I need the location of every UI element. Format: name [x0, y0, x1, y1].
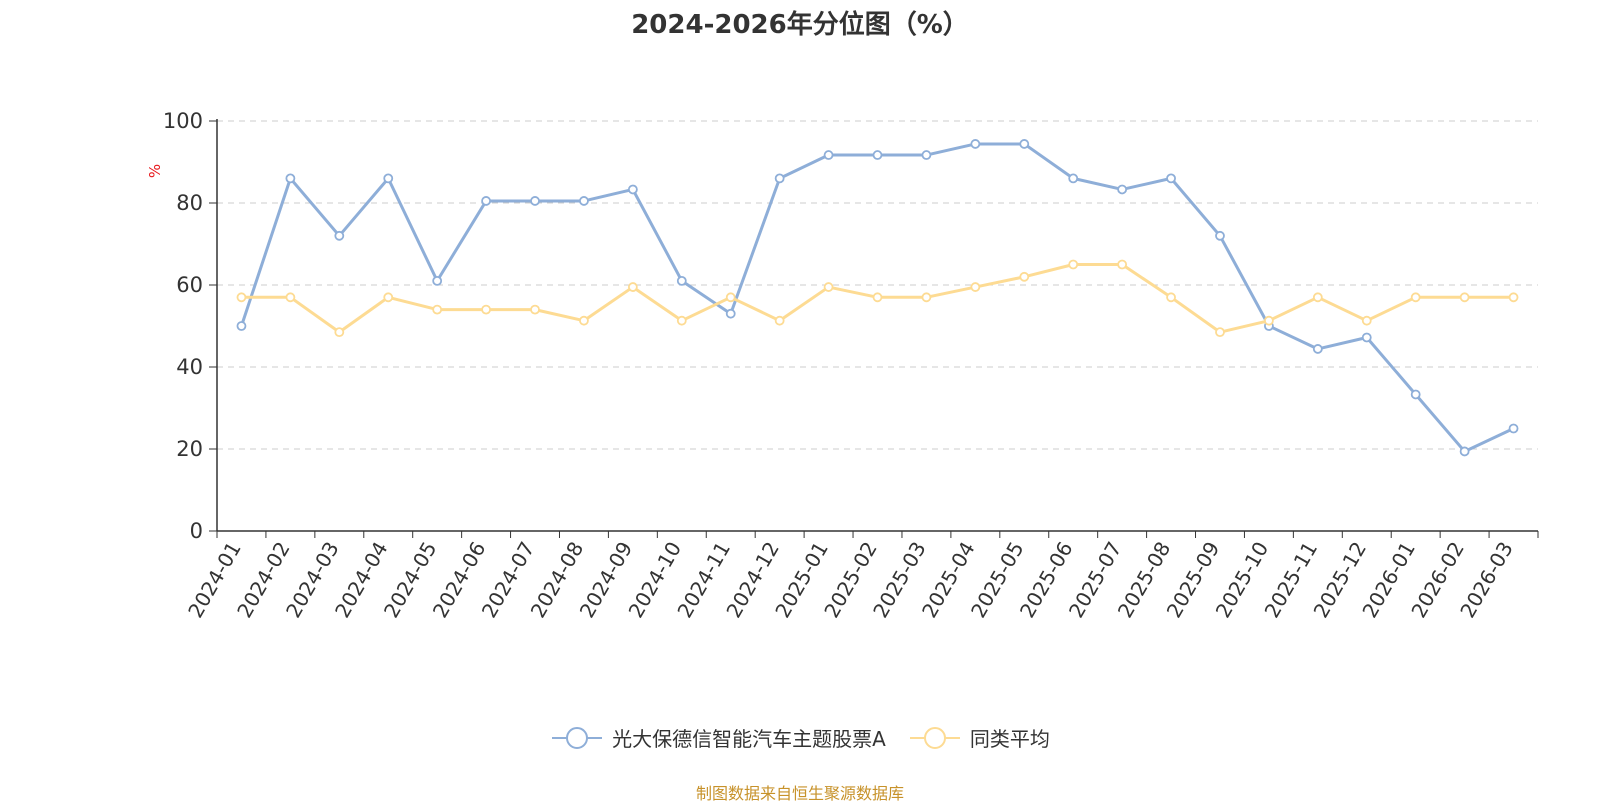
data-point	[676, 315, 687, 326]
data-point	[1312, 344, 1323, 354]
source-note: 制图数据来自恒生聚源数据库	[695, 784, 904, 803]
data-point	[383, 292, 394, 303]
data-point	[774, 173, 785, 184]
data-point	[921, 292, 932, 303]
data-point	[1312, 292, 1323, 303]
data-point	[1117, 259, 1128, 270]
y-tick-label: 20	[176, 437, 203, 461]
y-tick-label: 0	[190, 519, 203, 543]
data-point	[1508, 423, 1519, 434]
data-point	[530, 196, 540, 206]
data-point	[530, 304, 540, 315]
data-point	[970, 139, 981, 149]
data-point	[285, 292, 296, 303]
legend-label-average: 同类平均	[969, 727, 1050, 751]
data-point	[774, 315, 785, 326]
grid-lines	[217, 120, 1538, 450]
data-point	[725, 308, 736, 319]
data-point	[1508, 292, 1519, 303]
data-point	[383, 173, 394, 184]
data-point	[236, 321, 247, 331]
data-point	[1459, 292, 1470, 303]
data-point	[1215, 230, 1225, 241]
y-tick-label: 60	[176, 273, 203, 297]
data-point	[1019, 271, 1030, 282]
data-point	[823, 150, 834, 160]
legend-label-fund: 光大保德信智能汽车主题股票A	[612, 727, 886, 751]
data-point	[970, 282, 981, 292]
data-point	[921, 150, 932, 160]
data-point	[1019, 139, 1030, 149]
data-point	[1361, 332, 1372, 343]
axes: 0204060801002024-012024-022024-032024-04…	[163, 109, 1539, 622]
data-point	[1264, 315, 1274, 326]
data-point	[481, 196, 491, 206]
data-point	[725, 292, 736, 303]
legend-marker-fund	[552, 726, 603, 749]
legend-item-average[interactable]: 同类平均	[908, 723, 1050, 752]
data-point	[1410, 292, 1421, 303]
data-point	[1068, 173, 1079, 184]
data-point	[334, 230, 345, 241]
data-point	[1117, 184, 1128, 195]
data-point	[1166, 173, 1176, 184]
data-point	[579, 196, 589, 206]
y-tick-label: 40	[176, 355, 203, 379]
data-point	[481, 304, 491, 315]
series-lines	[236, 139, 1519, 457]
data-point	[1459, 446, 1470, 457]
data-point	[872, 292, 883, 303]
data-point	[236, 292, 247, 303]
y-tick-label: 100	[163, 109, 203, 133]
legend-item-fund[interactable]: 光大保德信智能汽车主题股票A	[550, 723, 886, 752]
data-point	[432, 304, 443, 315]
data-point	[676, 275, 687, 286]
data-point	[579, 315, 589, 326]
data-point	[1410, 389, 1421, 400]
legend-marker-average	[909, 726, 960, 749]
data-point	[627, 282, 638, 292]
legend: 光大保德信智能汽车主题股票A 同类平均	[0, 723, 1600, 752]
data-point	[334, 327, 345, 338]
data-point	[285, 173, 296, 184]
data-point	[627, 184, 638, 195]
data-point	[823, 282, 834, 292]
data-point	[1068, 259, 1079, 270]
data-point	[1166, 292, 1176, 303]
chart-title: 2024-2026年分位图（%）	[631, 10, 969, 40]
data-point	[1215, 327, 1225, 338]
data-point	[872, 150, 883, 160]
y-tick-label: 80	[176, 191, 203, 215]
data-point	[1361, 315, 1372, 326]
data-point	[432, 275, 443, 286]
